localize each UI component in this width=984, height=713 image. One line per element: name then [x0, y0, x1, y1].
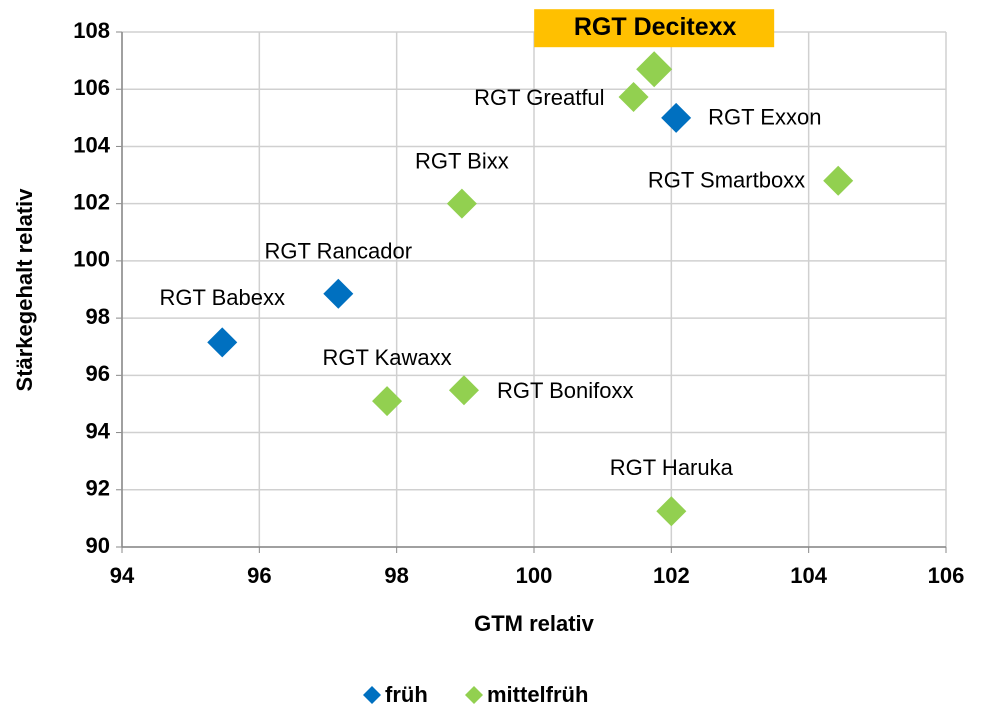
point — [446, 188, 477, 219]
y-axis-title: Stärkegehalt relativ — [12, 188, 37, 392]
label-highlight — [534, 9, 775, 48]
y-tick-label: 94 — [86, 418, 111, 443]
y-tick-label: 104 — [73, 132, 110, 157]
legend-label: früh — [385, 682, 428, 707]
point — [323, 278, 354, 309]
point — [207, 327, 238, 358]
point-label: RGT Rancador — [265, 239, 413, 264]
y-tick-label: 108 — [73, 18, 110, 43]
legend-marker — [363, 686, 381, 704]
point — [618, 81, 649, 112]
legend-label: mittelfrüh — [487, 682, 588, 707]
x-tick-label: 94 — [110, 563, 135, 588]
y-tick-label: 102 — [73, 189, 110, 214]
point — [636, 51, 673, 88]
point — [661, 102, 692, 133]
point-label: RGT Bonifoxx — [497, 378, 634, 403]
point-label: RGT Greatful — [474, 85, 604, 110]
y-tick-label: 106 — [73, 75, 110, 100]
point-label: RGT Haruka — [610, 455, 734, 480]
x-tick-label: 106 — [928, 563, 965, 588]
point — [372, 386, 403, 417]
point-label: RGT Kawaxx — [322, 345, 451, 370]
x-tick-label: 100 — [516, 563, 553, 588]
point — [823, 165, 854, 196]
point — [656, 496, 687, 527]
legend-marker — [465, 686, 483, 704]
y-tick-label: 90 — [86, 533, 110, 558]
point-label: RGT Babexx — [159, 285, 285, 310]
y-tick-label: 98 — [86, 304, 110, 329]
x-tick-label: 102 — [653, 563, 690, 588]
x-tick-label: 104 — [790, 563, 827, 588]
point-label: RGT Decitexx — [574, 13, 737, 41]
y-tick-label: 96 — [86, 361, 110, 386]
x-axis-title: GTM relativ — [474, 611, 595, 636]
point-label: RGT Bixx — [415, 148, 509, 173]
x-tick-label: 96 — [247, 563, 271, 588]
point — [448, 375, 479, 406]
x-tick-label: 98 — [384, 563, 408, 588]
y-tick-label: 100 — [73, 247, 110, 272]
point-label: RGT Smartboxx — [648, 168, 805, 193]
point-label: RGT Exxon — [708, 105, 821, 130]
y-tick-label: 92 — [86, 476, 110, 501]
